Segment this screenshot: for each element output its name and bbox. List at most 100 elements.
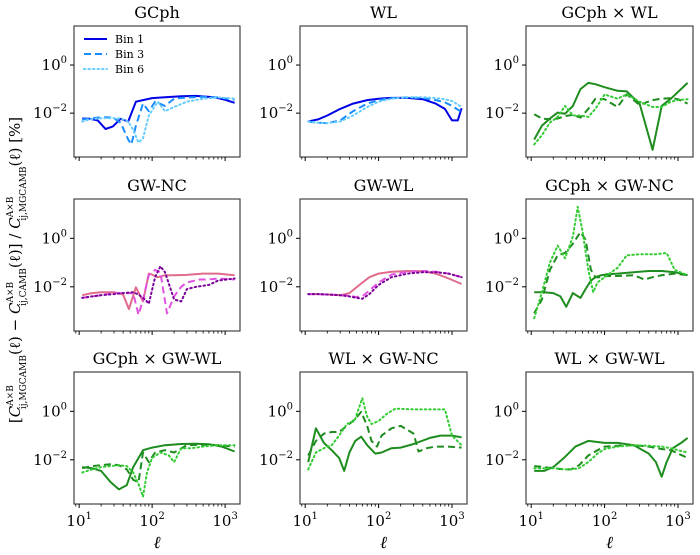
series-line-bin-6	[81, 265, 236, 305]
series-line-bin-6	[307, 96, 463, 125]
series-line-bin-1	[534, 270, 688, 308]
y-tick-label: 100	[268, 401, 293, 420]
panel-gw-nc: GW-NC 100 10−2	[33, 176, 241, 335]
y-tick-label: 100	[42, 55, 67, 74]
y-tick-label: 10−2	[33, 450, 67, 469]
x-tick-label: 101	[292, 511, 317, 530]
series-group	[533, 205, 689, 320]
axes-frame	[299, 371, 468, 505]
ylabel-arg3: (ℓ) [%]	[6, 117, 24, 167]
series-line-bin-1	[81, 272, 235, 311]
panel-wl-x-gw-wl: WL × GW-WL 100 10−2 101 102 103 ℓ	[485, 349, 694, 553]
panel-title: WL	[370, 3, 397, 22]
ylabel-sup3: A×B	[6, 196, 16, 218]
series-group	[307, 270, 463, 300]
y-tick-label: 10−2	[259, 103, 293, 122]
ylabel-arg2: (ℓ)] /	[6, 229, 24, 268]
x-axis-label: ℓ	[153, 533, 160, 553]
axes-frame	[525, 25, 694, 158]
ylabel-c2: C	[6, 302, 24, 314]
series-group	[81, 442, 236, 498]
series-line-bin-6	[81, 96, 236, 144]
series-line-bin-1	[534, 437, 689, 478]
series-line-bin-1	[308, 270, 462, 297]
y-tick-label: 100	[42, 228, 67, 247]
series-group	[533, 437, 689, 478]
x-tick-label: 101	[66, 511, 91, 530]
series-group	[81, 94, 236, 146]
legend: Bin 1 Bin 3 Bin 6	[83, 33, 144, 76]
series-line-bin-6	[533, 444, 689, 471]
series-group	[307, 96, 463, 125]
y-tick-label: 100	[42, 401, 67, 420]
panel-title: GCph × GW-WL	[93, 349, 222, 368]
panel-title: WL × GW-NC	[328, 349, 438, 368]
series-line-bin-3	[82, 268, 235, 316]
panel-gcph-x-wl: GCph × WL 100 10−2	[485, 3, 694, 161]
series-group	[81, 265, 236, 316]
axes-frame	[73, 198, 241, 332]
series-line-bin-3	[81, 443, 235, 484]
axes-frame	[299, 198, 468, 332]
series-line-bin-3	[308, 96, 463, 125]
panel-wl: WL 100 10−2	[259, 3, 468, 161]
x-tick-label: 102	[139, 511, 164, 530]
ylabel-c3: C	[6, 217, 24, 229]
series-line-bin-6	[307, 271, 463, 300]
y-tick-label: 10−2	[485, 450, 519, 469]
y-tick-label: 10−2	[259, 277, 293, 296]
series-line-bin-6	[533, 93, 689, 146]
ylabel-arg1: (ℓ) −	[6, 314, 24, 355]
x-tick-label: 101	[518, 511, 543, 530]
y-tick-label: 100	[494, 55, 519, 74]
x-tick-label: 102	[592, 511, 617, 530]
panel-title: GW-WL	[354, 176, 414, 195]
x-tick-label: 103	[212, 511, 237, 530]
panel-title: GW-NC	[127, 176, 187, 195]
ylabel-sub1: ij,MGCAMB	[19, 355, 29, 410]
panel-title: WL × GW-WL	[554, 349, 665, 368]
y-tick-label: 10−2	[485, 277, 519, 296]
legend-label-bin-3: Bin 3	[115, 48, 144, 61]
y-tick-label: 10−2	[259, 450, 293, 469]
ylabel-sup2: A×B	[6, 281, 16, 303]
ylabel-sub2: ij,CAMB	[19, 268, 29, 306]
x-axis-label: ℓ	[380, 533, 387, 553]
ylabel-sub3: ij,MGCAMB	[19, 166, 29, 221]
panel-gcph-x-gw-nc: GCph × GW-NC 100 10−2	[485, 176, 694, 335]
series-group	[533, 81, 689, 151]
series-line-bin-1	[307, 427, 462, 472]
y-tick-label: 100	[268, 228, 293, 247]
series-line-bin-6	[307, 397, 463, 471]
legend-label-bin-1: Bin 1	[115, 33, 144, 46]
y-tick-label: 10−2	[485, 103, 519, 122]
panel-wl-x-gw-nc: WL × GW-NC 100 10−2 101 102 103 ℓ	[259, 349, 468, 553]
axes-frame	[525, 198, 694, 332]
ylabel-c1: C	[6, 405, 24, 417]
series-line-bin-6	[81, 444, 236, 498]
axes-frame	[73, 371, 241, 505]
panel-gcph-x-gw-wl: GCph × GW-WL 100 10−2 101 102 103 ℓ	[33, 349, 241, 553]
panel-gw-wl: GW-WL 100 10−2	[259, 176, 468, 335]
ylabel-sup1: A×B	[6, 385, 16, 407]
axes-frame	[299, 25, 468, 158]
panel-title: GCph × WL	[561, 3, 658, 22]
y-tick-label: 100	[268, 55, 293, 74]
y-axis-label: [CA×B ij,MGCAMB(ℓ) − CA×B ij,CAMB(ℓ)] / CA…	[6, 117, 29, 423]
series-group	[307, 397, 463, 472]
panel-title: GCph × GW-NC	[545, 176, 674, 195]
ylabel-open: [	[6, 417, 24, 423]
x-tick-label: 103	[439, 511, 464, 530]
series-line-bin-3	[307, 410, 462, 456]
axes-frame	[525, 371, 694, 505]
x-tick-label: 102	[366, 511, 391, 530]
series-line-bin-1	[82, 94, 235, 130]
series-line-bin-3	[533, 231, 688, 314]
y-tick-label: 100	[494, 228, 519, 247]
svg-text:[CA×Bij,MGCAMB(ℓ) − CA×Bij,CAM: [CA×B ij,MGCAMB(ℓ) − CA×B ij,CAMB(ℓ)] / CA…	[6, 117, 29, 423]
series-line-bin-1	[533, 81, 689, 151]
y-tick-label: 10−2	[33, 277, 67, 296]
legend-label-bin-6: Bin 6	[115, 63, 144, 76]
y-tick-label: 10−2	[33, 103, 67, 122]
